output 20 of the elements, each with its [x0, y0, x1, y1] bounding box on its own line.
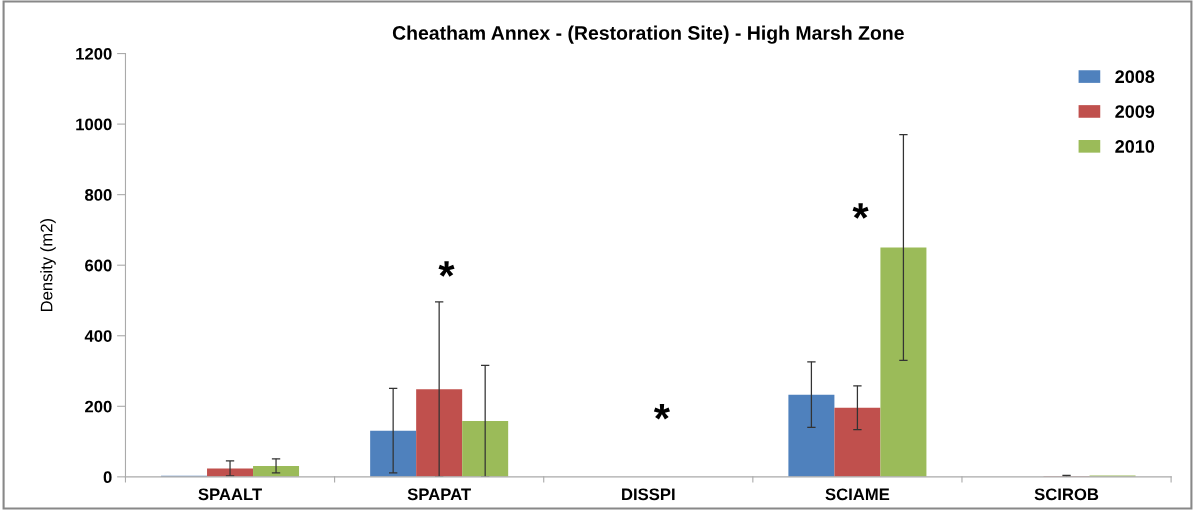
chart-title: Cheatham Annex - (Restoration Site) - High Marsh Zone [392, 25, 904, 44]
annotation: * [653, 403, 670, 420]
legend-label: 2009 [1115, 105, 1155, 118]
x-tick-label: SPAALT [198, 488, 262, 501]
x-tick-label: SCIAME [825, 488, 890, 501]
y-tick-label: 200 [85, 400, 112, 413]
y-tick-label: 1000 [76, 118, 112, 131]
annotation: * [438, 261, 455, 277]
y-tick-label: 800 [85, 189, 112, 201]
x-tick-label: DISSPI [622, 488, 675, 501]
y-tick-label: 1200 [76, 47, 112, 60]
y-tick-label: 400 [84, 330, 112, 342]
y-tick-label: 0 [103, 471, 112, 484]
legend-label: 2008 [1115, 70, 1155, 84]
y-axis-title: Density (m2) [40, 219, 56, 312]
x-tick-label: SPAPAT [407, 488, 471, 501]
legend-label: 2010 [1115, 140, 1155, 153]
x-tick-label: SCIROB [1034, 488, 1099, 501]
annotation: * [852, 203, 869, 219]
y-tick-label: 600 [85, 259, 112, 272]
